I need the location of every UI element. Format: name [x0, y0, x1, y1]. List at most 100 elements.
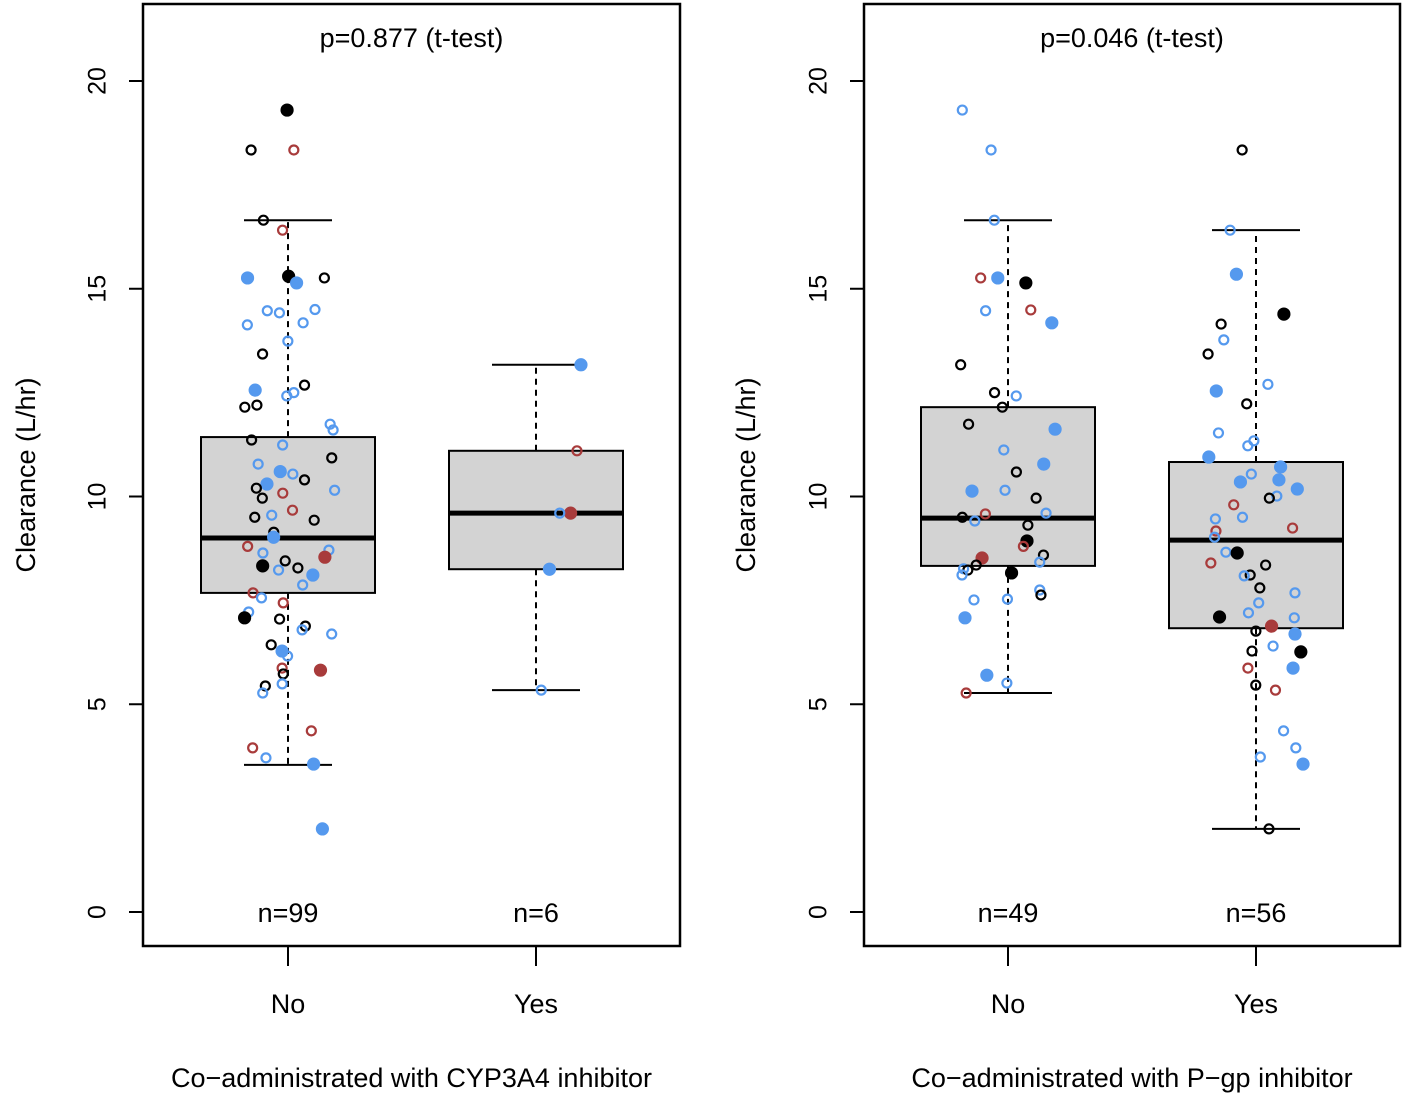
data-point [1277, 725, 1290, 737]
data-point [287, 468, 299, 480]
x-tick-label: No [991, 989, 1026, 1019]
data-point [1019, 276, 1033, 290]
data-point [956, 569, 968, 581]
count-label: n=99 [258, 898, 319, 928]
data-point [257, 687, 269, 699]
y-tick-label: 5 [84, 697, 112, 711]
data-point [1236, 144, 1248, 156]
data-point [1218, 334, 1230, 346]
data-point [1017, 540, 1029, 552]
data-point [292, 562, 304, 574]
data-point [286, 504, 299, 516]
data-point [1274, 460, 1288, 474]
data-point [251, 399, 263, 411]
data-point [1260, 559, 1272, 571]
data-point [1236, 511, 1249, 523]
data-point [542, 562, 557, 576]
data-point [280, 103, 294, 117]
data-point [276, 678, 288, 690]
data-point [326, 452, 338, 464]
data-point [1037, 457, 1051, 471]
x-tick-label: No [271, 989, 306, 1019]
data-point [1034, 584, 1046, 596]
data-point [277, 439, 289, 451]
data-point [1001, 593, 1014, 605]
data-point [1264, 619, 1279, 633]
data-point [255, 592, 268, 604]
data-point [1242, 607, 1255, 619]
data-point [1001, 677, 1013, 689]
data-point [313, 663, 328, 677]
data-point [1212, 610, 1227, 624]
data-point [256, 559, 270, 573]
data-point [1224, 224, 1236, 236]
data-point [239, 401, 251, 413]
y-tick-label: 15 [84, 275, 112, 303]
data-point [242, 540, 254, 552]
data-point [998, 444, 1010, 456]
data-point [571, 445, 583, 457]
data-point [1244, 569, 1256, 581]
data-point [276, 224, 289, 236]
data-point [1289, 587, 1301, 599]
data-point [1205, 557, 1217, 569]
data-point [958, 611, 972, 625]
data-point [261, 305, 273, 317]
data-point [308, 514, 320, 526]
data-point [1250, 679, 1262, 691]
data-point [272, 564, 285, 576]
data-point [1290, 482, 1304, 496]
data-point [1220, 546, 1232, 558]
data-point [297, 317, 309, 329]
data-point [260, 752, 272, 764]
data-point [260, 477, 274, 491]
data-point [1254, 582, 1266, 594]
data-point [1202, 348, 1214, 360]
data-point [1263, 823, 1275, 835]
data-point [306, 757, 321, 771]
data-point [1254, 751, 1266, 763]
data-point [273, 307, 286, 319]
plot-frame [141, 2, 682, 948]
data-point [282, 335, 294, 347]
data-point [1277, 307, 1291, 321]
data-point [257, 214, 270, 226]
data-point [276, 662, 288, 674]
data-point [267, 530, 281, 544]
data-point [250, 482, 262, 494]
data-point [1242, 662, 1254, 674]
data-point [241, 319, 253, 331]
data-point [305, 725, 317, 737]
data-point [309, 303, 321, 316]
data-point [329, 484, 341, 496]
data-point [1209, 384, 1223, 398]
box-iqr-yes [1168, 461, 1344, 630]
y-tick-label: 20 [84, 67, 112, 95]
data-point [1040, 507, 1052, 519]
y-axis-label: Clearance (L/hr) [731, 377, 761, 572]
data-point [1290, 742, 1302, 754]
panel-2: 0 5 10 15 20 Clearance (L/hr) No n=49 Yes n=56 p=0… [731, 2, 1402, 1093]
data-point [956, 104, 968, 116]
data-point [298, 474, 311, 486]
data-point [318, 272, 330, 284]
data-point [315, 822, 330, 836]
data-point [1238, 570, 1250, 582]
data-point [1286, 661, 1300, 675]
data-point [1288, 612, 1300, 624]
data-point [980, 305, 992, 317]
data-point [970, 559, 982, 571]
data-point [1022, 519, 1034, 531]
data-point [324, 418, 336, 430]
data-point [960, 687, 972, 699]
data-point [1212, 427, 1225, 439]
data-point [1030, 492, 1042, 504]
data-point [248, 383, 262, 397]
data-point [1035, 589, 1047, 601]
x-tick-label: Yes [1234, 989, 1278, 1019]
data-point [326, 628, 338, 640]
data-point [1250, 625, 1262, 637]
data-point [281, 650, 294, 662]
x-axis-label: Co−administrated with CYP3A4 inhibitor [171, 1063, 652, 1093]
data-point [1010, 466, 1022, 478]
